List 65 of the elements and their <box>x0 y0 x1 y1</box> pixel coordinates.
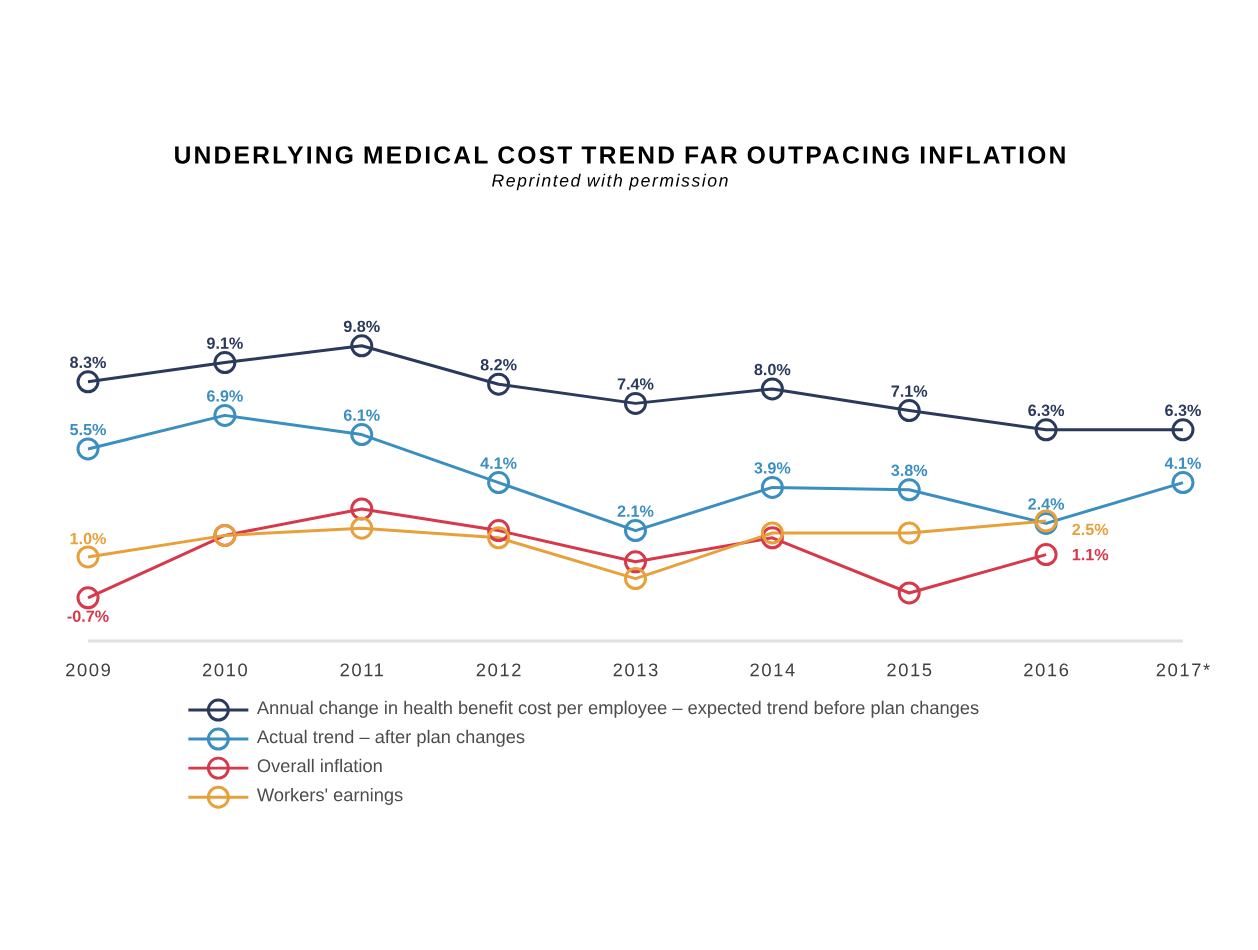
data-label: 2.1% <box>617 505 654 517</box>
point <box>897 478 921 502</box>
point <box>897 399 921 423</box>
point <box>760 475 784 499</box>
x-tick-label: 2009 <box>66 663 110 677</box>
legend-label: Overall inflation <box>257 758 382 773</box>
x-tick-label: 2012 <box>476 663 521 677</box>
data-label: 1.1% <box>1072 548 1109 561</box>
point <box>76 437 100 461</box>
point <box>623 519 647 543</box>
data-label: 6.3% <box>1165 404 1201 417</box>
point <box>213 403 237 427</box>
point <box>213 351 237 375</box>
x-tick-label: 2017* <box>1156 663 1210 677</box>
point <box>76 586 100 610</box>
chart-subtitle: Reprinted with permission <box>492 173 728 191</box>
point <box>1034 543 1058 567</box>
point <box>623 550 647 574</box>
data-label: 6.1% <box>343 409 380 421</box>
data-label: 9.8% <box>343 320 380 333</box>
point <box>350 516 374 540</box>
data-label: 8.2% <box>480 359 517 371</box>
point <box>350 334 374 358</box>
x-tick-label: 2015 <box>887 663 932 677</box>
x-tick-label: 2011 <box>340 663 383 677</box>
data-label: 2.5% <box>1072 523 1109 536</box>
data-label: 8.3% <box>70 356 106 369</box>
data-label: 3.8% <box>891 464 928 477</box>
data-label: 3.9% <box>754 462 791 474</box>
data-label: 6.3% <box>1028 404 1065 417</box>
chart-title: UNDERLYING MEDICAL COST TREND FAR OUTPACING INFLATION <box>175 146 1065 164</box>
point <box>487 372 511 396</box>
point <box>487 471 511 495</box>
point <box>623 567 647 591</box>
data-label: 5.5% <box>70 423 106 436</box>
point <box>1034 418 1058 442</box>
x-tick-label: 2013 <box>613 663 658 677</box>
point <box>897 581 921 605</box>
legend-label: Actual trend – after plan changes <box>256 729 525 747</box>
data-label: 8.0% <box>754 363 791 376</box>
point <box>350 423 374 447</box>
point <box>1171 471 1195 495</box>
point <box>487 519 511 543</box>
data-label: 9.1% <box>207 337 243 349</box>
point <box>487 526 511 550</box>
point <box>623 391 647 415</box>
data-label: 1.0% <box>70 532 106 545</box>
point <box>897 521 921 545</box>
data-label: 4.1% <box>1164 457 1201 469</box>
point <box>1171 418 1195 442</box>
data-label: -0.7% <box>67 610 109 622</box>
data-label: 7.4% <box>617 378 654 390</box>
legend-label: Annual change in health benefit cost per employee – expected trend before plan changes <box>256 700 979 718</box>
data-label: 7.1% <box>891 385 928 397</box>
legend-label: Workers' earnings <box>256 787 403 805</box>
point <box>760 521 784 545</box>
point <box>76 545 100 569</box>
data-label: 4.1% <box>480 457 517 469</box>
x-tick-label: 2016 <box>1024 663 1069 677</box>
data-label: 6.9% <box>207 390 243 402</box>
point <box>76 370 100 394</box>
data-label: 2.4% <box>1028 498 1065 510</box>
point <box>760 377 784 401</box>
x-tick-label: 2010 <box>203 663 247 677</box>
x-tick-label: 2014 <box>750 663 795 677</box>
